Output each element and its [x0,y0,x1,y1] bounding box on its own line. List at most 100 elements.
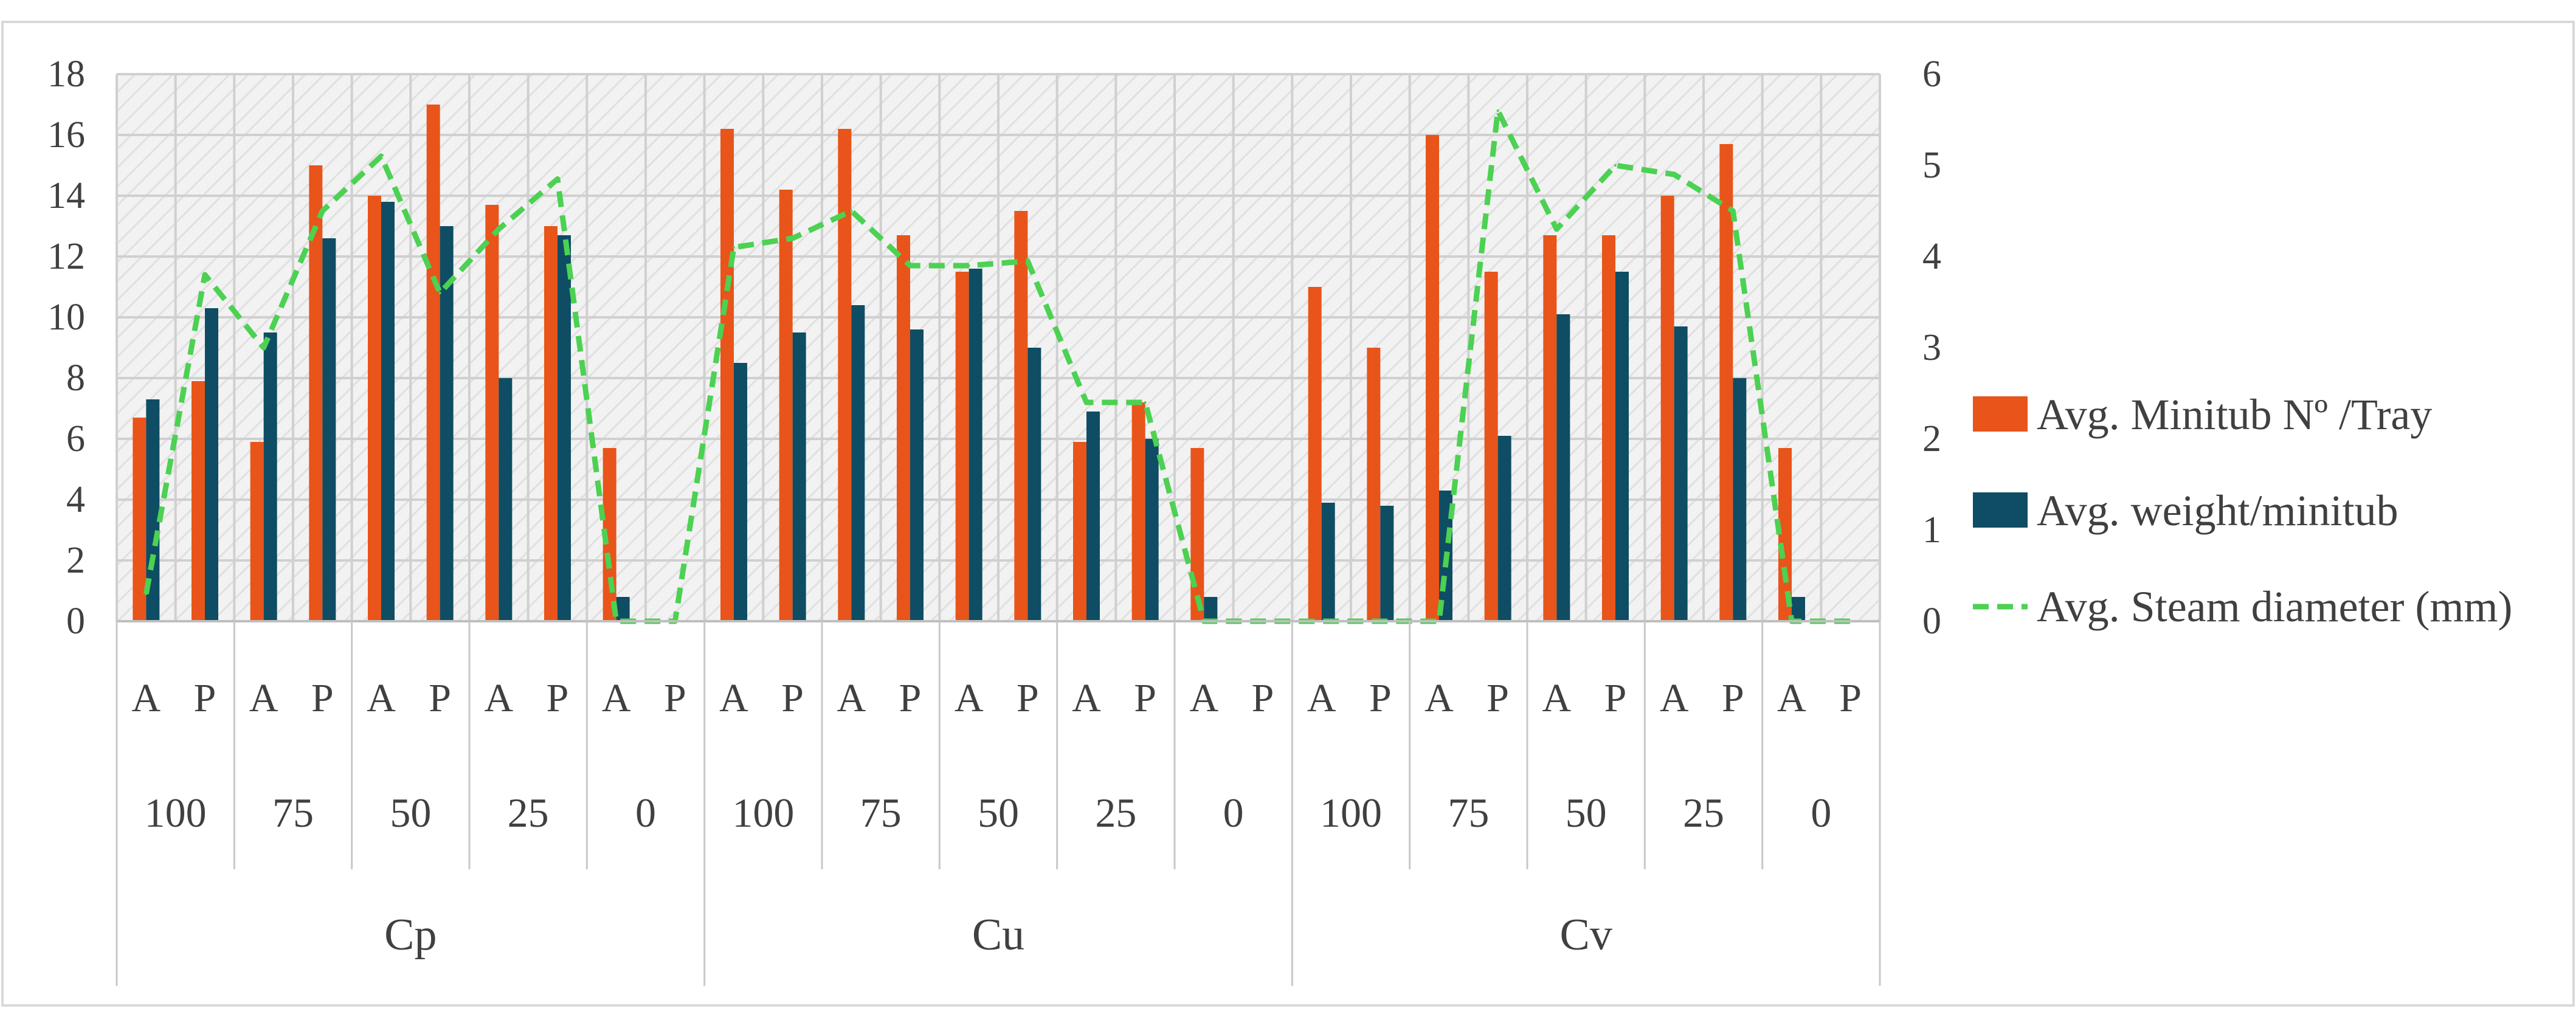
bar-weight [1615,272,1629,621]
x-sub-label: A [367,676,396,720]
x-sub-label: P [899,676,922,720]
x-level-label: 100 [732,790,794,836]
bar-minitub [544,226,558,621]
x-sub-label: A [602,676,631,720]
x-sub-label: P [1017,676,1039,720]
bar-minitub [838,129,852,621]
y2-tick-label: 6 [1922,53,1941,95]
steam-point [1732,210,1735,212]
bar-weight [558,235,571,621]
bar-weight [499,378,513,621]
x-level-label: 75 [272,790,314,836]
steam-point [1555,228,1558,230]
x-sub-label: A [719,676,748,720]
x-level-label: 100 [145,790,207,836]
bar-weight [1674,326,1688,621]
x-level-label: 0 [1811,790,1831,836]
steam-point [850,210,853,212]
bar-minitub [1660,196,1674,621]
bars [133,105,1805,621]
x-sub-label: P [1722,676,1744,720]
x-sub-label: P [547,676,569,720]
x-group-label: Cv [1559,910,1612,960]
steam-point [1496,109,1499,112]
x-sub-label: A [1189,676,1218,720]
bar-minitub [1190,448,1204,621]
bar-weight [440,226,454,621]
bar-weight [1027,348,1041,621]
legend-minitub-swatch [1973,396,2028,432]
x-level-label: 25 [508,790,549,836]
y-tick-label: 0 [66,601,85,642]
bar-weight [322,238,336,621]
bar-minitub [720,129,734,621]
x-sub-label: A [955,676,984,720]
steam-point [1144,401,1147,404]
bar-minitub [1367,348,1381,621]
bar-minitub [1719,144,1733,621]
steam-point [791,237,794,239]
x-sub-label: A [1777,676,1806,720]
y2-tick-label: 1 [1922,509,1941,551]
y-tick-label: 10 [47,297,85,338]
bar-weight [1204,597,1218,621]
x-level-label: 75 [860,790,902,836]
y-tick-label: 14 [47,175,85,216]
bar-minitub [1131,402,1145,621]
steam-point [262,346,265,349]
bar-weight [851,305,865,621]
x-level-label: 0 [635,790,656,836]
x-sub-label: A [484,676,513,720]
legend-minitub-label: Avg. Minitub Nº /Tray [2037,390,2432,439]
grid-lines [116,73,1881,622]
legend-steam-label: Avg. Steam diameter (mm) [2037,582,2512,631]
y-tick-label: 16 [47,114,85,156]
bar-minitub [897,235,910,621]
steam-point [1673,173,1676,176]
bar-minitub [1426,135,1439,621]
bar-minitub [309,165,323,621]
x-sub-label: A [249,676,278,720]
bar-weight [1086,412,1100,621]
bar-weight [910,329,924,621]
bar-weight [1792,597,1805,621]
x-level-label: 75 [1448,790,1489,836]
bar-weight [1556,314,1570,621]
bar-weight [1380,506,1394,621]
y-tick-label: 4 [66,479,85,520]
y-tick-label: 12 [47,236,85,277]
x-level-label: 100 [1320,790,1382,836]
bar-minitub [1778,448,1792,621]
x-sub-label: A [837,676,866,720]
x-sub-label: P [664,676,686,720]
bar-minitub [1308,287,1322,621]
x-level-label: 50 [978,790,1019,836]
x-level-label: 50 [1566,790,1607,836]
steam-point [204,274,206,276]
bar-minitub [1484,272,1498,621]
steam-point [380,155,382,157]
x-sub-label: P [311,676,334,720]
x-level-label: 25 [1095,790,1136,836]
bar-weight [792,333,806,621]
bar-minitub [133,418,147,621]
x-sub-label: P [781,676,804,720]
steam-point [438,292,441,294]
x-sub-label: P [1604,676,1627,720]
x-sub-label: P [194,676,216,720]
y2-tick-label: 3 [1922,327,1941,368]
bar-weight [263,333,277,621]
steam-point [145,593,148,595]
bar-minitub [250,442,264,621]
x-sub-label: A [1660,676,1689,720]
x-sub-label: P [429,676,451,720]
bar-weight [1321,503,1335,621]
steam-point [556,177,559,181]
bar-weight [1733,378,1747,621]
bar-minitub [368,196,381,621]
x-sub-label: A [1424,676,1454,720]
bar-minitub [1543,235,1557,621]
steam-point [321,210,324,212]
